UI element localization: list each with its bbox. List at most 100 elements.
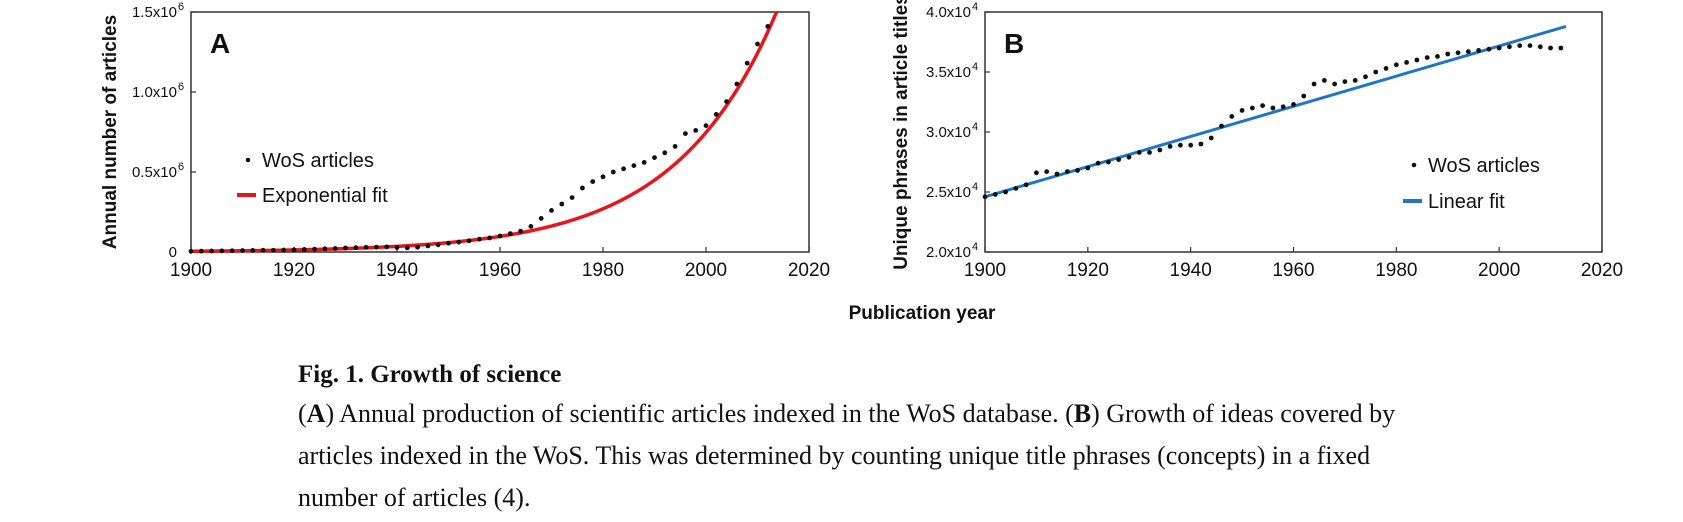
data-point <box>724 99 729 104</box>
data-point <box>1404 60 1410 65</box>
data-point <box>600 174 606 180</box>
data-point <box>1383 66 1389 71</box>
data-point <box>374 244 379 250</box>
legend-wos-articles-a: WoS articles <box>262 150 374 172</box>
y-tick-label: 1.5x10 <box>132 4 177 21</box>
data-point <box>580 185 585 191</box>
data-point <box>590 179 596 185</box>
x-tick-label: 1900 <box>964 260 1006 281</box>
figure-caption: Fig. 1. Growth of science (A) Annual pro… <box>298 360 1418 519</box>
data-point <box>1136 150 1142 155</box>
panel-b-legend: WoS articles Linear fit <box>1403 155 1540 213</box>
y-tick-label: 0.5x10 <box>132 164 177 181</box>
y-tick-exponent: 4 <box>972 241 978 253</box>
legend-exponential-fit: Exponential fit <box>262 185 388 207</box>
data-point <box>1198 141 1204 147</box>
data-point <box>219 248 225 254</box>
y-tick-exponent: 4 <box>972 1 978 13</box>
data-point <box>1147 150 1152 155</box>
data-point <box>291 247 297 253</box>
panel-a-ylabel: Annual number of articles <box>100 15 121 249</box>
y-tick-label: 2.5x10 <box>926 184 971 201</box>
data-point <box>1352 78 1358 83</box>
data-point <box>466 238 472 244</box>
data-point <box>1239 108 1245 113</box>
data-point <box>260 247 266 253</box>
data-point <box>1301 93 1307 99</box>
data-point <box>1157 147 1163 153</box>
caption-body: (A) Annual production of scientific arti… <box>298 399 1396 512</box>
data-point <box>209 248 215 254</box>
y-tick-label: 3.5x10 <box>926 64 971 81</box>
y-tick-exponent: 4 <box>972 121 978 133</box>
x-tick-label: 1940 <box>376 260 418 281</box>
x-tick-label: 1960 <box>479 260 521 281</box>
data-point <box>1034 170 1039 176</box>
linear-fit-line <box>984 24 1567 199</box>
data-point <box>1208 135 1214 141</box>
caption-a-text: ) Annual production of scientific articl… <box>325 399 1074 428</box>
data-point <box>1126 154 1132 160</box>
x-tick-label: 2020 <box>788 260 830 281</box>
data-point <box>1064 169 1070 175</box>
data-point <box>518 228 523 234</box>
y-tick-label: 1.0x10 <box>132 84 177 101</box>
data-point <box>1332 81 1338 87</box>
data-point <box>1280 104 1286 110</box>
data-point <box>1003 189 1008 195</box>
x-tick-label: 1940 <box>1170 260 1212 281</box>
y-tick-label: 2.0x10 <box>926 244 971 261</box>
data-point <box>1496 45 1502 51</box>
x-tick-label: 2000 <box>1478 260 1520 281</box>
x-tick-label: 1980 <box>582 260 624 281</box>
data-point <box>384 244 390 250</box>
data-point <box>765 24 771 29</box>
data-point <box>332 246 338 251</box>
panel-b-label: B <box>1004 28 1024 59</box>
data-point <box>1424 55 1430 60</box>
x-tick-label: 1920 <box>273 260 315 281</box>
data-point <box>610 169 616 175</box>
data-point <box>1116 157 1122 163</box>
data-point <box>425 243 431 249</box>
data-point <box>549 208 554 213</box>
data-point <box>982 194 988 200</box>
data-point <box>693 127 699 133</box>
legend-wos-articles-b: WoS articles <box>1428 155 1540 177</box>
shared-xlabel: Publication year <box>849 303 996 324</box>
panel-a-chart: A Annual number of articles 1900 1920 1940… <box>100 1 830 281</box>
data-point <box>1106 159 1111 165</box>
data-point <box>271 247 276 253</box>
data-point <box>1167 144 1173 149</box>
data-point <box>652 155 657 161</box>
data-point <box>641 160 647 165</box>
y-tick-exponent: 4 <box>972 181 978 193</box>
x-tick-label: 1960 <box>1272 260 1314 281</box>
data-point <box>497 233 503 239</box>
panel-b-chart: B Unique phrases in article titles 1900 1… <box>891 0 1623 281</box>
data-point <box>1342 79 1348 84</box>
data-point <box>1291 102 1296 107</box>
data-point <box>621 166 626 172</box>
legend-point-marker <box>245 157 251 163</box>
data-point <box>1548 45 1553 51</box>
panel-a-label: A <box>210 28 230 59</box>
data-point <box>240 248 245 253</box>
data-point <box>528 224 534 229</box>
data-point <box>487 235 493 241</box>
exponential-fit-line <box>190 11 779 254</box>
data-point <box>415 244 420 250</box>
data-point <box>1260 103 1266 108</box>
data-point <box>343 245 348 251</box>
data-point <box>446 240 451 246</box>
data-point <box>672 144 678 149</box>
legend-point-marker <box>1411 162 1417 168</box>
data-point <box>1558 45 1564 51</box>
data-point <box>301 247 307 252</box>
data-point <box>1229 114 1235 119</box>
data-point <box>631 163 637 169</box>
data-point <box>1517 43 1523 48</box>
data-point <box>229 248 235 254</box>
y-tick-exponent: 6 <box>178 1 184 13</box>
data-point <box>281 247 287 253</box>
